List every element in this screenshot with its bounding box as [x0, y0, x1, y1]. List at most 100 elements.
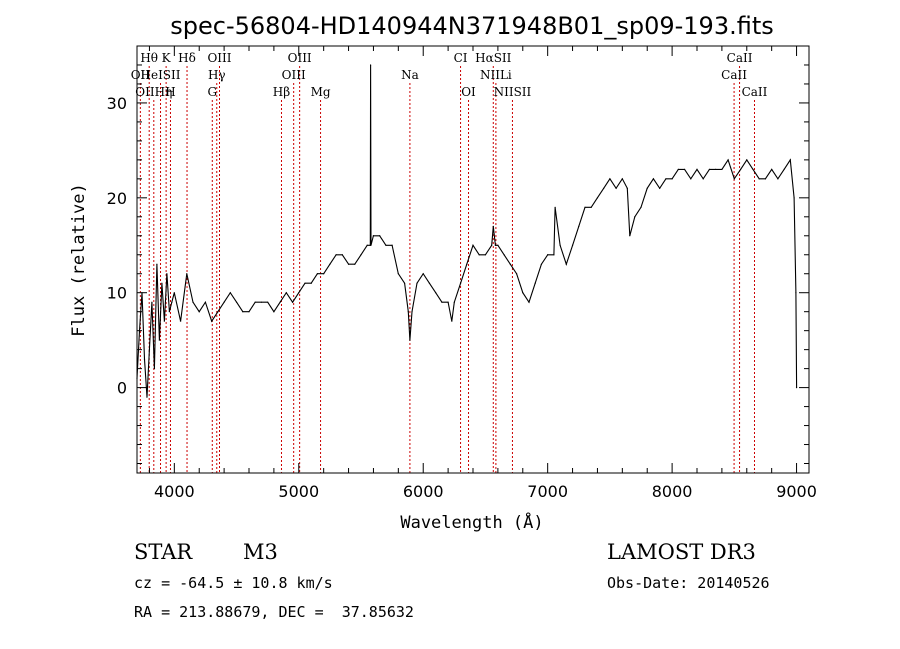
data-point	[466, 263, 468, 265]
data-point	[158, 339, 160, 341]
data-point	[403, 282, 406, 284]
redshift-value: cz = -64.5 ± 10.8 km/s	[134, 574, 333, 592]
marker-label: OIII	[288, 51, 312, 65]
chart-title: spec-56804-HD140944N371948B01_sp09-193.f…	[170, 12, 774, 40]
data-point	[163, 320, 165, 322]
marker-label: CI	[454, 51, 468, 65]
data-point	[279, 301, 281, 303]
data-point	[559, 244, 561, 246]
data-point	[285, 292, 287, 294]
data-point	[665, 178, 667, 180]
spectrum-chart: spec-56804-HD140944N371948B01_sp09-193.f…	[69, 12, 817, 533]
data-point	[795, 387, 798, 389]
data-point	[621, 178, 623, 180]
data-point	[783, 168, 785, 170]
data-point	[540, 263, 543, 265]
marker-label: Hδ	[178, 51, 196, 65]
marker-label: CaII	[727, 51, 753, 65]
data-point	[640, 206, 642, 208]
marker-label: HαSII	[475, 51, 512, 65]
x-axis-ticks: 4000 5000 6000 7000 8000 9000	[148, 46, 817, 501]
data-point	[267, 301, 269, 303]
data-point	[553, 254, 555, 256]
y-tick-label: 10	[107, 284, 127, 303]
data-point	[156, 263, 158, 265]
marker-label: CaII	[742, 85, 768, 99]
data-point	[366, 244, 368, 246]
data-point	[603, 187, 605, 189]
data-point	[509, 263, 511, 265]
data-point	[677, 168, 679, 170]
marker-label: HeISII	[141, 68, 181, 82]
data-point	[534, 282, 536, 284]
data-point	[360, 254, 362, 256]
data-point	[494, 244, 496, 246]
data-point	[148, 349, 151, 351]
survey-name: LAMOST DR3	[607, 540, 756, 564]
data-point	[161, 282, 163, 284]
data-point	[503, 254, 505, 256]
data-point	[173, 292, 175, 294]
data-point	[590, 206, 592, 208]
data-point	[304, 282, 306, 284]
data-point	[411, 311, 413, 313]
data-point	[515, 273, 518, 275]
data-point	[565, 263, 567, 265]
y-tick-label: 30	[107, 94, 127, 113]
data-point	[447, 301, 449, 303]
data-point	[522, 292, 524, 294]
marker-label: CaII	[721, 68, 747, 82]
data-point	[192, 301, 194, 303]
data-point	[416, 282, 418, 284]
marker-label: Hβ	[273, 85, 290, 99]
data-point	[777, 178, 779, 180]
data-point	[646, 187, 648, 189]
data-point	[153, 368, 156, 370]
data-point	[341, 254, 343, 256]
plot-frame	[136, 45, 810, 474]
x-tick-label: 9000	[776, 482, 817, 501]
data-point	[235, 301, 238, 303]
data-point	[146, 396, 148, 398]
data-point	[198, 311, 200, 313]
marker-label: OIII	[207, 51, 231, 65]
coordinates: RA = 213.88679, DEC = 37.85632	[134, 603, 414, 621]
data-point	[746, 159, 748, 161]
data-point	[310, 282, 312, 284]
x-tick-label: 8000	[652, 482, 693, 501]
data-point	[441, 301, 443, 303]
data-point	[298, 292, 300, 294]
marker-label: Mg	[311, 85, 331, 99]
data-point	[484, 254, 487, 256]
x-tick-label: 5000	[278, 482, 319, 501]
data-point	[472, 244, 474, 246]
object-type: STAR	[134, 540, 193, 564]
data-point	[291, 301, 294, 303]
data-point	[795, 292, 797, 294]
data-point	[347, 263, 350, 265]
data-point	[385, 244, 387, 246]
data-point	[659, 187, 661, 189]
data-point	[422, 273, 424, 275]
data-point	[727, 159, 729, 161]
spectral-subclass: M3	[243, 540, 278, 564]
data-point	[584, 206, 586, 208]
data-point	[690, 178, 692, 180]
data-point	[397, 273, 399, 275]
data-point	[248, 311, 250, 313]
data-point	[409, 339, 411, 341]
data-point	[491, 244, 493, 246]
series-line-flux	[136, 64, 798, 398]
data-point	[478, 254, 480, 256]
marker-label: Na	[401, 68, 419, 82]
data-point	[459, 282, 462, 284]
marker-label: NIISII	[494, 85, 532, 99]
data-point	[211, 320, 213, 322]
flux-series	[136, 64, 798, 398]
data-point	[528, 301, 530, 303]
data-point	[369, 64, 372, 66]
data-point	[739, 168, 742, 170]
y-tick-label: 20	[107, 189, 127, 208]
data-point	[316, 273, 319, 275]
